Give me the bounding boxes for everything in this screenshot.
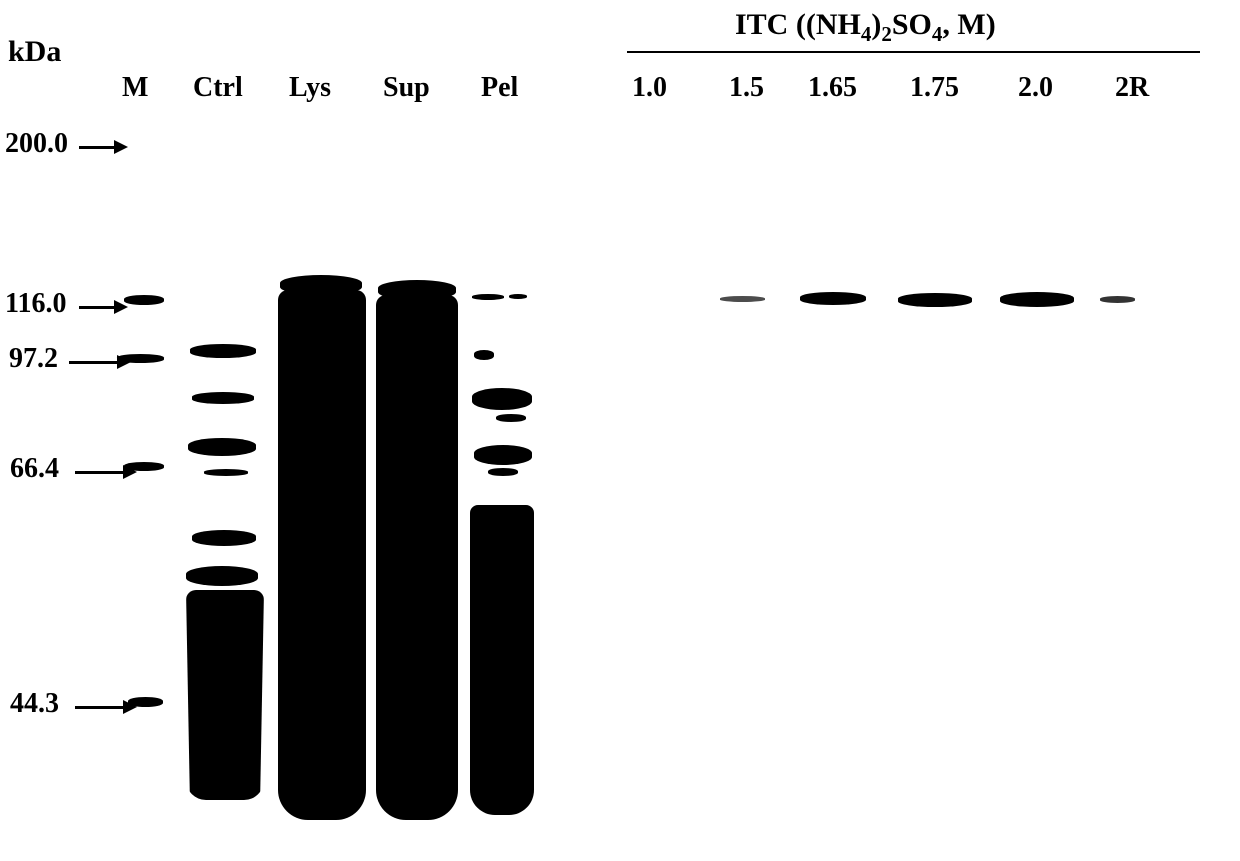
lane-label-ctrl: Ctrl — [193, 72, 243, 104]
marker-band — [124, 295, 164, 305]
itc-header: ITC ((NH4)2SO4, M) — [735, 8, 996, 47]
lane-label-1.0: 1.0 — [632, 72, 667, 104]
pel-band — [472, 388, 532, 410]
lane-label-pel: Pel — [481, 72, 518, 104]
lane-label-2r: 2R — [1115, 72, 1149, 104]
pel-band — [496, 414, 526, 422]
ctrl-band — [192, 392, 254, 404]
lys-smear — [278, 290, 366, 820]
lane-label-1.75: 1.75 — [910, 72, 959, 104]
marker-band — [117, 354, 164, 363]
itc-band — [1100, 296, 1135, 303]
marker-label-116.0: 116.0 — [5, 288, 66, 320]
kda-label: kDa — [8, 35, 61, 69]
marker-label-97.2: 97.2 — [9, 343, 58, 375]
ctrl-band — [204, 469, 248, 476]
ctrl-band — [190, 344, 256, 358]
pel-band — [472, 294, 504, 300]
lane-label-1.65: 1.65 — [808, 72, 857, 104]
marker-label-200.0: 200.0 — [5, 128, 68, 160]
gel-figure: kDa ITC ((NH4)2SO4, M) M Ctrl Lys Sup Pel 1.0… — [0, 0, 1240, 861]
sup-smear — [376, 295, 458, 820]
lane-label-1.5: 1.5 — [729, 72, 764, 104]
ctrl-lower-smear — [186, 590, 264, 800]
ctrl-band — [192, 530, 256, 546]
lane-label-sup: Sup — [383, 72, 430, 104]
itc-band — [800, 292, 866, 305]
marker-band — [124, 462, 164, 471]
pel-smear — [470, 505, 534, 815]
pel-band — [474, 350, 494, 360]
itc-band — [898, 293, 972, 307]
itc-band — [720, 296, 765, 302]
marker-label-44.3: 44.3 — [10, 688, 59, 720]
itc-band — [1000, 292, 1074, 307]
pel-band — [474, 445, 532, 465]
lane-label-m: M — [122, 72, 148, 104]
marker-arrow-116.0 — [79, 300, 128, 314]
itc-underline — [627, 51, 1200, 53]
pel-band — [509, 294, 527, 299]
lane-label-2.0: 2.0 — [1018, 72, 1053, 104]
lane-label-lys: Lys — [289, 72, 331, 104]
marker-band — [128, 697, 163, 707]
marker-label-66.4: 66.4 — [10, 453, 59, 485]
ctrl-band — [188, 438, 256, 456]
marker-arrow-200.0 — [79, 140, 128, 154]
pel-band — [488, 468, 518, 476]
ctrl-band — [186, 566, 258, 586]
